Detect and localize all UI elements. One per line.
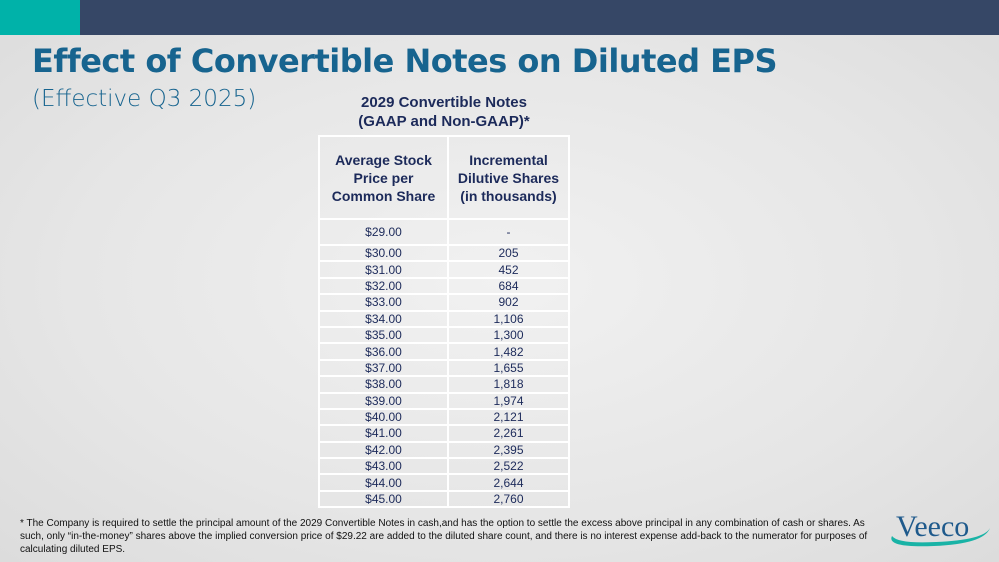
- table-row: $39.00 1,974: [318, 391, 570, 410]
- table-row: $40.00 2,121: [318, 407, 570, 427]
- price-cell: $41.00: [318, 424, 449, 443]
- shares-cell: 1,655: [447, 358, 570, 378]
- table-title-line2: (GAAP and Non-GAAP)*: [358, 113, 530, 130]
- shares-cell: -: [447, 218, 570, 246]
- veeco-logo: Veeco: [891, 510, 990, 547]
- price-cell: $29.00: [318, 218, 449, 246]
- table-row: $29.00-: [318, 218, 570, 246]
- table-row: $36.00 1,482: [318, 342, 570, 361]
- shares-cell: 452: [447, 260, 570, 279]
- table-row: $32.00 684: [318, 276, 570, 296]
- shares-cell: 2,395: [447, 440, 570, 460]
- shares-cell: 1,974: [447, 391, 570, 410]
- table-title: 2029 Convertible Notes (GAAP and Non-GAA…: [318, 93, 570, 131]
- price-cell: $39.00: [318, 391, 449, 410]
- table-row: $37.00 1,655: [318, 358, 570, 378]
- shares-cell: 902: [447, 293, 570, 312]
- price-cell: $35.00: [318, 325, 449, 345]
- shares-cell: 2,760: [447, 489, 570, 509]
- shares-cell: 2,121: [447, 407, 570, 427]
- header-shares: Incremental Dilutive Shares (in thousand…: [447, 135, 570, 220]
- price-cell: $42.00: [318, 440, 449, 460]
- price-cell: $32.00: [318, 276, 449, 296]
- header-price: Average Stock Price per Common Share: [318, 135, 449, 220]
- page-title: Effect of Convertible Notes on Diluted E…: [32, 42, 777, 80]
- price-cell: $45.00: [318, 489, 449, 509]
- table-row: $35.00 1,300: [318, 325, 570, 345]
- shares-cell: 1,482: [447, 342, 570, 361]
- table-row: $41.00 2,261: [318, 424, 570, 443]
- shares-cell: 2,522: [447, 457, 570, 476]
- table-row: $38.00 1,818: [318, 375, 570, 394]
- shares-cell: 1,106: [447, 309, 570, 328]
- page-subtitle: (Effective Q3 2025): [32, 86, 257, 112]
- price-cell: $44.00: [318, 473, 449, 492]
- accent-block: [0, 0, 80, 35]
- price-cell: $30.00: [318, 243, 449, 263]
- table-row: $30.00 205: [318, 243, 570, 263]
- shares-cell: 684: [447, 276, 570, 296]
- table-row: $34.00 1,106: [318, 309, 570, 328]
- price-cell: $34.00: [318, 309, 449, 328]
- price-cell: $40.00: [318, 407, 449, 427]
- table-row: $33.00 902: [318, 293, 570, 312]
- table-title-line1: 2029 Convertible Notes: [361, 94, 527, 111]
- price-cell: $43.00: [318, 457, 449, 476]
- footnote: * The Company is required to settle the …: [20, 518, 868, 555]
- top-bar: [0, 0, 999, 35]
- price-cell: $38.00: [318, 375, 449, 394]
- table-row: $44.00 2,644: [318, 473, 570, 492]
- svg-text:Veeco: Veeco: [896, 510, 969, 543]
- price-cell: $36.00: [318, 342, 449, 361]
- price-cell: $37.00: [318, 358, 449, 378]
- shares-cell: 2,644: [447, 473, 570, 492]
- table-row: $43.00 2,522: [318, 457, 570, 476]
- shares-cell: 1,300: [447, 325, 570, 345]
- table-row: $42.00 2,395: [318, 440, 570, 460]
- dilution-table: Average Stock Price per Common Share Inc…: [318, 135, 570, 509]
- price-cell: $33.00: [318, 293, 449, 312]
- table-row: $45.00 2,760: [318, 489, 570, 509]
- shares-cell: 2,261: [447, 424, 570, 443]
- table-row: $31.00 452: [318, 260, 570, 279]
- shares-cell: 205: [447, 243, 570, 263]
- price-cell: $31.00: [318, 260, 449, 279]
- shares-cell: 1,818: [447, 375, 570, 394]
